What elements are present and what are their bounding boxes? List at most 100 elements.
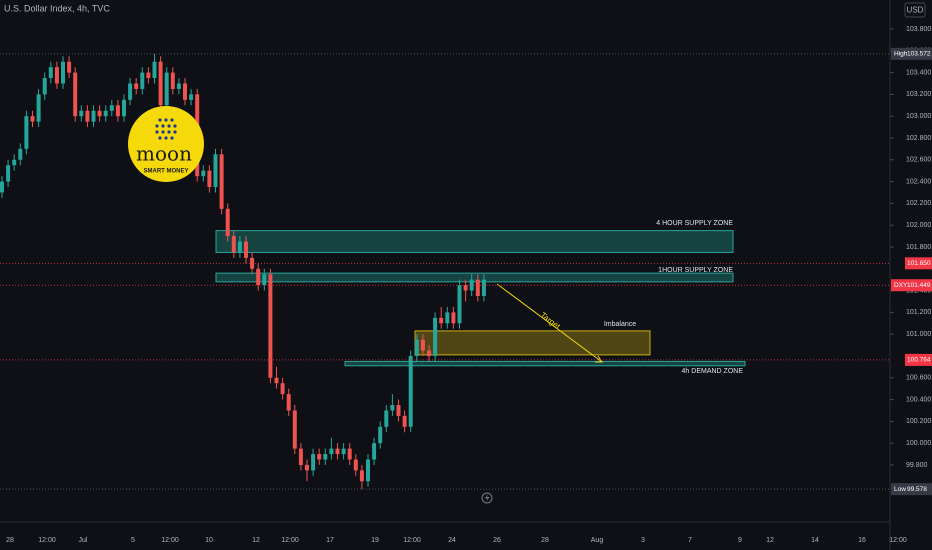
candle-body (97, 110, 102, 117)
y-tick-label: 101.200 (906, 309, 931, 316)
candle-body (18, 148, 23, 160)
candle-body (323, 454, 328, 460)
x-tick-label: 14 (811, 537, 819, 544)
y-tick-label: 102.400 (906, 178, 931, 185)
chart-title: U.S. Dollar Index, 4h, TVC (4, 3, 110, 13)
candle-body (378, 426, 383, 444)
x-tick-label: 10 (205, 537, 213, 544)
y-tick-label: 103.000 (906, 113, 931, 120)
candle-body (213, 154, 218, 188)
candle-body (353, 459, 358, 471)
zone (344, 360, 746, 367)
candle-body (457, 285, 462, 324)
candle-body (317, 454, 322, 460)
candle-body (463, 285, 468, 291)
candle-body (164, 72, 169, 106)
target-arrowhead (595, 355, 603, 363)
price-label-box (891, 47, 932, 60)
candle-body (73, 72, 78, 117)
price-label: 101.449 (907, 282, 931, 289)
x-tick-label: 24 (448, 537, 456, 544)
candle-body (54, 67, 59, 84)
logo-circle (128, 106, 204, 182)
x-tick-label: 19 (371, 537, 379, 544)
candle-body (366, 459, 370, 482)
logo-tagline: SMART MONEY (144, 169, 189, 175)
event-icon[interactable] (481, 492, 493, 504)
y-tick-label: 99.800 (906, 462, 928, 469)
y-tick-label: 103.400 (906, 69, 931, 76)
candle-body (280, 383, 285, 395)
candle-body (414, 339, 419, 356)
y-tick-label: 101.800 (906, 244, 931, 251)
candle-body (128, 83, 133, 100)
candle-body (170, 72, 175, 89)
x-tick-label: 12 (766, 537, 774, 544)
price-label-name: High (894, 51, 908, 58)
candle-body (481, 279, 486, 297)
y-tick-label: 102.800 (906, 135, 931, 142)
candle-body (402, 415, 407, 427)
y-tick-label: 100.000 (906, 440, 931, 447)
candle-body (61, 61, 65, 84)
candle-body (311, 454, 316, 471)
candle-body (0, 181, 4, 193)
y-tick-label: 100.400 (906, 396, 931, 403)
x-tick-label: 5 (131, 537, 135, 544)
candle-body (189, 94, 194, 100)
y-tick-label: 102.000 (906, 222, 931, 229)
zone-label: 1HOUR SUPPLY ZONE (658, 267, 733, 274)
candle-body (347, 448, 352, 460)
candle-body (262, 274, 267, 286)
price-label-box (905, 257, 932, 270)
candle-body (152, 61, 157, 79)
price-label-box (891, 279, 932, 292)
zone-label: Imbalance (604, 321, 636, 328)
candle-body (231, 236, 236, 253)
candle-body (36, 94, 41, 122)
y-tick-label: 100.200 (906, 418, 931, 425)
x-tick-label: Aug (591, 537, 604, 544)
target-arrow (496, 283, 603, 363)
candle-body (475, 279, 480, 297)
candle-body (219, 154, 224, 209)
candle-body (176, 83, 181, 89)
price-label: 103.572 (907, 51, 931, 58)
candle-body (329, 448, 334, 455)
candle-body (439, 317, 444, 324)
candle-body (85, 110, 90, 122)
price-label: 100.764 (907, 357, 931, 364)
candle-body (183, 83, 187, 100)
candle-body (140, 72, 145, 89)
currency-box[interactable] (904, 2, 926, 18)
x-tick-label: 3 (641, 537, 645, 544)
x-tick-label: 9 (738, 537, 742, 544)
x-tick-label: 16 (858, 537, 866, 544)
candle-body (408, 355, 413, 427)
candle-body (341, 448, 346, 455)
x-tick-label: 26 (493, 537, 501, 544)
candle-body (103, 110, 108, 117)
candle-body (42, 78, 47, 95)
y-tick-label: 101.000 (906, 331, 931, 338)
zone-label: 4h DEMAND ZONE (682, 368, 744, 375)
event-bolt (485, 494, 490, 502)
x-tick-label: 12:00 (161, 537, 179, 544)
candle-body (122, 99, 126, 117)
candle-body (359, 470, 364, 482)
x-tick-label: 12 (252, 537, 260, 544)
candle-body (384, 410, 389, 427)
candle-body (48, 67, 53, 79)
logo-dots (155, 118, 177, 140)
candle-body (6, 165, 11, 182)
candle-body (445, 312, 450, 324)
candle-body (134, 83, 139, 89)
x-tick-label: 28 (541, 537, 549, 544)
price-label-box (905, 353, 932, 366)
candle-body (305, 464, 309, 471)
candle-body (115, 105, 120, 117)
x-tick-label: 12:00 (403, 537, 421, 544)
price-label-name: DXY (894, 282, 908, 289)
x-tick-label: 7 (688, 537, 692, 544)
